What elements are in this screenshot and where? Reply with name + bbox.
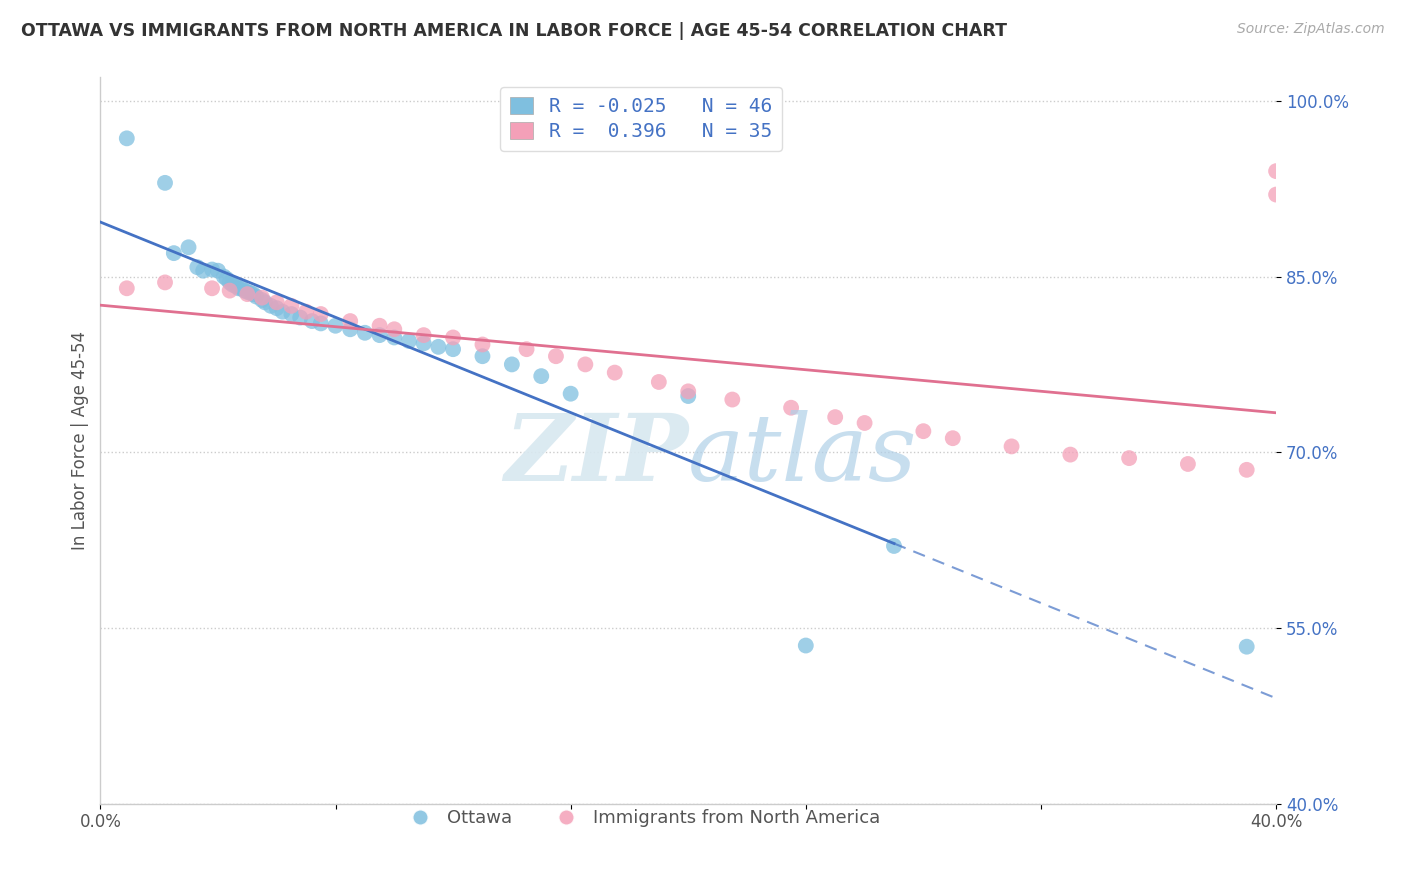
Point [239, 285, 262, 300]
Point [301, 314, 323, 328]
Point [912, 424, 935, 438]
Point [231, 281, 253, 295]
Point [115, 281, 138, 295]
Point [516, 342, 538, 356]
Point [427, 340, 450, 354]
Point [228, 281, 250, 295]
Text: atlas: atlas [688, 410, 918, 500]
Point [1177, 457, 1199, 471]
Point [250, 293, 273, 307]
Point [354, 326, 377, 340]
Point [253, 295, 276, 310]
Text: ZIP: ZIP [503, 410, 688, 500]
Point [250, 291, 273, 305]
Point [233, 284, 256, 298]
Point [412, 336, 434, 351]
Point [115, 131, 138, 145]
Point [1118, 451, 1140, 466]
Point [266, 301, 288, 316]
Point [441, 342, 464, 356]
Point [441, 330, 464, 344]
Point [260, 299, 283, 313]
Point [212, 269, 235, 284]
Point [721, 392, 744, 407]
Text: Source: ZipAtlas.com: Source: ZipAtlas.com [1237, 22, 1385, 37]
Point [398, 334, 420, 348]
Point [676, 384, 699, 399]
Point [544, 349, 567, 363]
Point [574, 358, 596, 372]
Point [295, 304, 318, 318]
Point [780, 401, 803, 415]
Point [824, 410, 846, 425]
Text: OTTAWA VS IMMIGRANTS FROM NORTH AMERICA IN LABOR FORCE | AGE 45-54 CORRELATION C: OTTAWA VS IMMIGRANTS FROM NORTH AMERICA … [21, 22, 1007, 40]
Point [163, 246, 186, 260]
Point [471, 349, 494, 363]
Point [290, 310, 312, 325]
Point [201, 262, 224, 277]
Point [1265, 187, 1288, 202]
Point [186, 260, 208, 275]
Point [471, 337, 494, 351]
Point [560, 386, 582, 401]
Legend: Ottawa, Immigrants from North America: Ottawa, Immigrants from North America [395, 802, 887, 835]
Point [177, 240, 200, 254]
Point [218, 284, 240, 298]
Point [242, 287, 264, 301]
Point [1236, 640, 1258, 654]
Point [368, 328, 391, 343]
Point [271, 304, 294, 318]
Point [153, 276, 176, 290]
Point [225, 279, 247, 293]
Point [207, 263, 229, 277]
Point [794, 639, 817, 653]
Point [309, 317, 332, 331]
Point [218, 276, 240, 290]
Point [603, 366, 626, 380]
Point [1000, 439, 1022, 453]
Point [215, 272, 238, 286]
Point [1265, 164, 1288, 178]
Point [382, 330, 405, 344]
Point [221, 277, 243, 292]
Point [883, 539, 905, 553]
Point [245, 289, 267, 303]
Point [280, 307, 302, 321]
Point [201, 281, 224, 295]
Point [339, 322, 361, 336]
Point [676, 389, 699, 403]
Point [1236, 463, 1258, 477]
Point [153, 176, 176, 190]
Point [648, 375, 671, 389]
Point [368, 318, 391, 333]
Point [942, 431, 965, 445]
Point [266, 295, 288, 310]
Point [280, 299, 302, 313]
Point [412, 328, 434, 343]
Point [1059, 448, 1081, 462]
Point [325, 318, 347, 333]
Point [530, 369, 553, 384]
Point [339, 314, 361, 328]
Y-axis label: In Labor Force | Age 45-54: In Labor Force | Age 45-54 [72, 331, 89, 550]
Point [853, 416, 876, 430]
Point [193, 263, 215, 277]
Point [236, 287, 259, 301]
Point [309, 307, 332, 321]
Point [382, 322, 405, 336]
Point [501, 358, 523, 372]
Point [236, 285, 259, 299]
